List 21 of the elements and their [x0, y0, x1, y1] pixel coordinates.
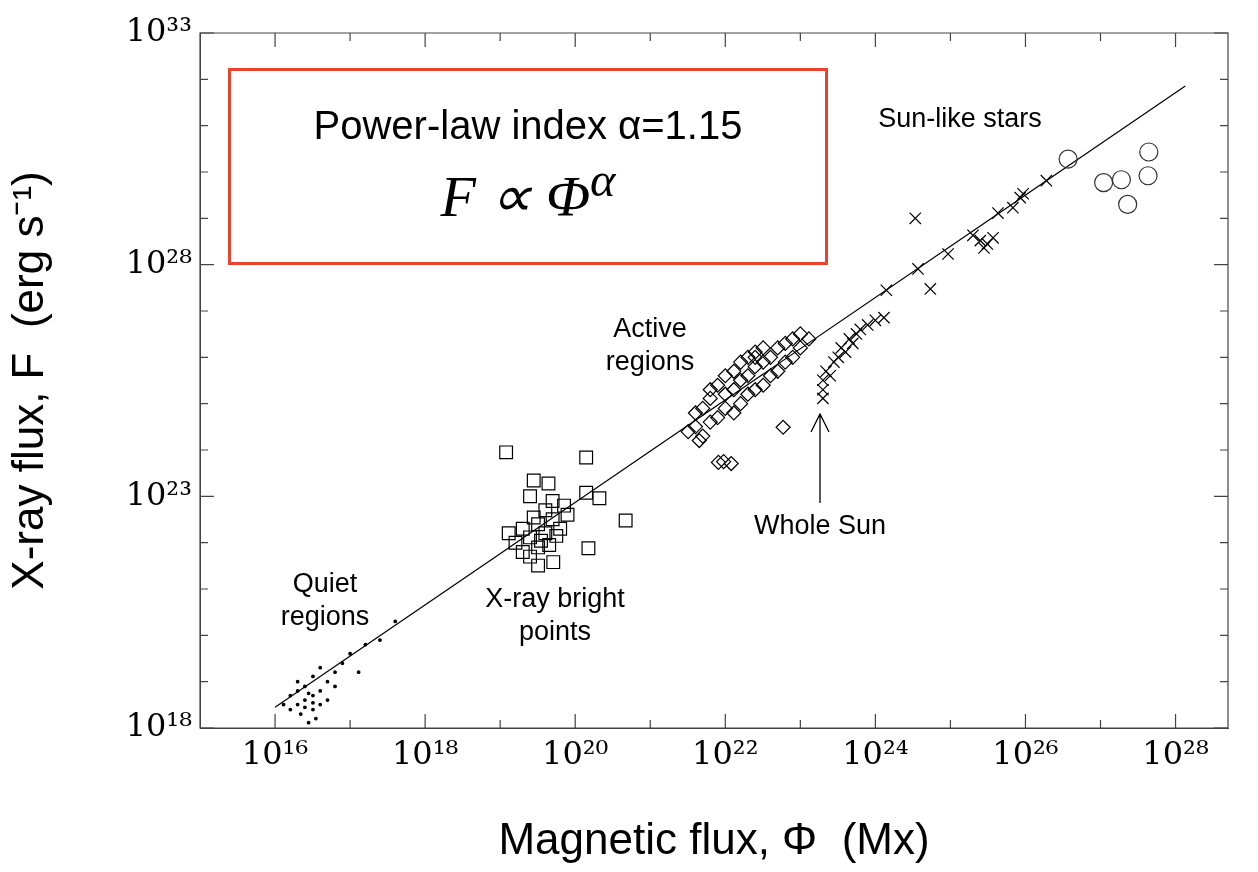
y-tick-label: 10¹⁸: [125, 706, 192, 745]
annotation: Active regions: [605, 312, 695, 378]
annotation: Power-law index α=1.15: [313, 102, 743, 148]
x-axis-title: Magnetic flux, Φ (Mx): [498, 813, 930, 863]
y-tick-label: 10²³: [125, 474, 192, 513]
x-tick-label: 10²⁸: [1142, 733, 1209, 772]
x-tick-label: 10²²: [692, 733, 759, 772]
annotation: Quiet regions: [280, 567, 370, 633]
x-tick-label: 10²⁶: [992, 733, 1059, 772]
annotation: X-ray bright points: [485, 582, 625, 648]
x-tick-label: 10¹⁶: [241, 733, 309, 772]
annotation: Whole Sun: [753, 508, 887, 542]
y-tick-label: 10³³: [125, 11, 192, 50]
x-tick-label: 10²⁴: [842, 733, 909, 772]
text-frame: Power-law index α=1.15 F ∝ Φ$^{α}$: [228, 68, 828, 265]
annotation: Sun-like stars: [878, 101, 1042, 135]
y-axis-title: X-ray flux, F (erg s⁻¹): [2, 171, 52, 590]
y-tick-label: 10²⁸: [125, 242, 192, 281]
x-tick-label: 10¹⁸: [391, 733, 459, 772]
annotation: F ∝ Φ$^{α}$: [440, 151, 616, 231]
x-tick-label: 10²⁰: [542, 733, 609, 772]
